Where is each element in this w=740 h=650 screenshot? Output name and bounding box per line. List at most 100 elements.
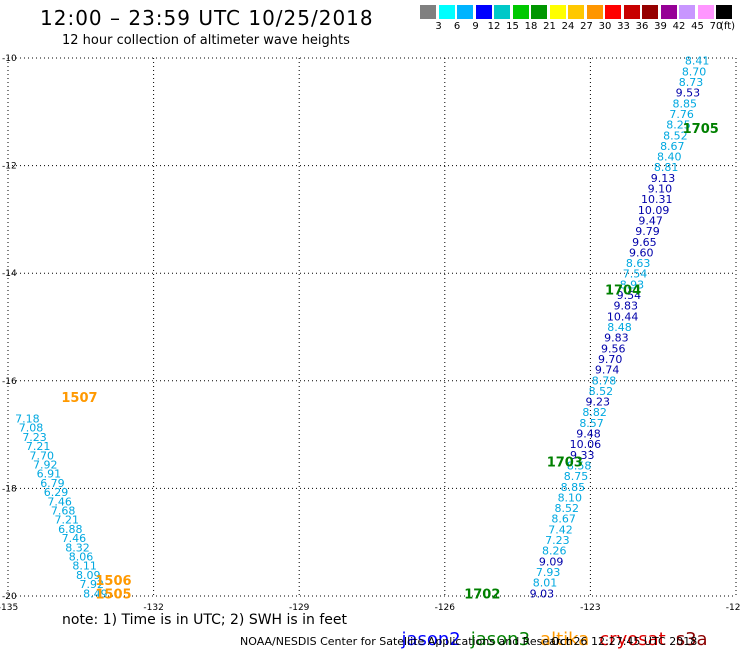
wave-height-value: 8.40	[657, 151, 682, 164]
legend-s3a: s3a	[675, 629, 708, 650]
lat-tick-label: -10	[2, 54, 17, 64]
wave-height-value: 9.79	[635, 225, 660, 238]
pass-number-label: 1703	[547, 456, 583, 471]
pass-number-label: 1705	[683, 122, 719, 137]
colorbar-swatch	[457, 5, 473, 19]
wave-height-value: 9.33	[570, 449, 595, 462]
wave-height-value: 8.85	[672, 97, 697, 110]
generation-timestamp: Oct 26 12:27:45 UTC 2018	[551, 635, 698, 648]
colorbar-swatch	[623, 5, 640, 19]
wave-height-value: 7.76	[669, 108, 694, 121]
lon-tick-label: -126	[435, 603, 456, 613]
map-title: 12:00 – 23:59 UTC 10/25/2018	[40, 6, 374, 30]
wave-height-value: 10.06	[570, 438, 602, 451]
wave-height-value: 8.75	[564, 470, 589, 483]
wave-height-value: 9.56	[601, 342, 626, 355]
altimeter-tracks: 9.038.017.939.098.267.237.428.678.528.10…	[15, 55, 709, 601]
colorbar-label: 70	[709, 21, 723, 32]
wave-height-value: 7.92	[33, 458, 58, 471]
wave-height-value: 7.70	[29, 449, 54, 462]
wave-height-value: 7.54	[623, 268, 648, 281]
wave-height-value: 8.09	[76, 569, 101, 582]
lon-tick-label: -129	[289, 603, 310, 613]
colorbar-label: 45	[691, 21, 704, 32]
wave-height-value: 8.25	[666, 119, 691, 132]
colorbar-swatch	[660, 5, 677, 19]
colorbar-label: 6	[453, 21, 461, 32]
wave-height-value: 9.65	[632, 236, 657, 249]
wave-height-value: 9.74	[595, 364, 620, 377]
wave-height-value: 8.73	[679, 76, 704, 89]
wave-height-value: 8.93	[620, 278, 645, 291]
colorbar-label: 9	[472, 21, 479, 32]
pass-number-label: 1506	[95, 574, 131, 589]
colorbar-label: 3	[435, 21, 442, 32]
wave-height-value: 8.58	[567, 459, 592, 472]
wave-height-value: 8.67	[660, 140, 685, 153]
wave-height-value: 8.06	[69, 550, 94, 563]
wave-height-value: 7.08	[19, 422, 44, 435]
wave-height-value: 9.48	[576, 428, 601, 441]
colorbar-swatch	[642, 5, 658, 19]
wave-height-value: 9.47	[638, 214, 663, 227]
pass-number-label: 1507	[61, 391, 97, 406]
wave-height-value: 8.32	[65, 541, 90, 554]
wave-height-value: 6.91	[37, 468, 62, 481]
pass-number-label: 1704	[605, 283, 641, 298]
wave-height-value: 8.01	[533, 577, 558, 590]
wave-height-value: 8.11	[72, 560, 97, 573]
colorbar-label: 30	[598, 21, 612, 32]
wave-height-value: 6.29	[44, 486, 69, 499]
wave-height-value: 8.85	[561, 481, 586, 494]
colorbar-swatch	[438, 5, 455, 19]
wave-height-value: 9.60	[629, 246, 654, 259]
wave-height-value: 6.88	[58, 523, 83, 536]
colorbar-swatch	[679, 5, 695, 19]
lat-tick-label: -16	[2, 377, 17, 387]
wave-height-value: 7.23	[22, 431, 47, 444]
colorbar-swatch	[512, 5, 529, 19]
wave-height-value: 8.26	[542, 545, 567, 558]
wave-height-value: 8.63	[626, 257, 651, 270]
wave-height-value: 9.54	[617, 289, 642, 302]
colorbar-label: 36	[635, 21, 649, 32]
pass-number-label: 1702	[464, 587, 500, 602]
wave-height-value: 7.21	[55, 514, 80, 527]
colorbar-label: 33	[617, 21, 630, 32]
wave-height-value: 9.83	[604, 332, 629, 345]
wave-height-value: 7.46	[47, 495, 72, 508]
lon-tick-label: -132	[143, 603, 163, 613]
axis-ticks: -135 -132 -129 -126 -123 -120 -10 -12 -14 -16 -18 -…	[0, 54, 740, 613]
colorbar-swatch	[697, 5, 714, 19]
legend-jason2: jason2	[401, 629, 461, 650]
colorbar-swatch	[475, 5, 492, 19]
colorbar-label: 27	[580, 21, 593, 32]
wave-height-value: 7.18	[15, 412, 40, 425]
colorbar-swatch	[494, 5, 510, 19]
colorbar-label: 15	[506, 21, 519, 32]
colorbar-label: 12	[487, 21, 501, 32]
colorbar-label: 24	[561, 21, 575, 32]
lon-tick-label: -120	[726, 603, 740, 613]
wave-height-value: 8.57	[579, 417, 604, 430]
wave-height-value: 10.31	[641, 193, 673, 206]
pass-number-label: 1505	[95, 587, 131, 602]
colorbar-swatch	[531, 5, 547, 19]
wave-height-value: 9.09	[539, 555, 564, 568]
wave-height-value: 7.42	[548, 523, 573, 536]
legend-altika: altika	[540, 629, 590, 650]
wave-height-value: 9.03	[530, 587, 555, 600]
lon-tick-label: -135	[0, 603, 18, 613]
colorbar-swatch	[420, 5, 436, 19]
wave-height-value: 8.81	[654, 161, 679, 174]
wave-height-value: 8.52	[663, 129, 688, 142]
wave-height-value: 7.93	[536, 566, 561, 579]
lon-tick-label: -123	[580, 603, 600, 613]
colorbar-swatch	[586, 5, 603, 19]
wave-height-value: 10.09	[638, 204, 670, 217]
wave-height-value: 8.67	[551, 513, 576, 526]
colorbar-label: 42	[672, 21, 686, 32]
wave-height-value: 8.52	[589, 385, 614, 398]
